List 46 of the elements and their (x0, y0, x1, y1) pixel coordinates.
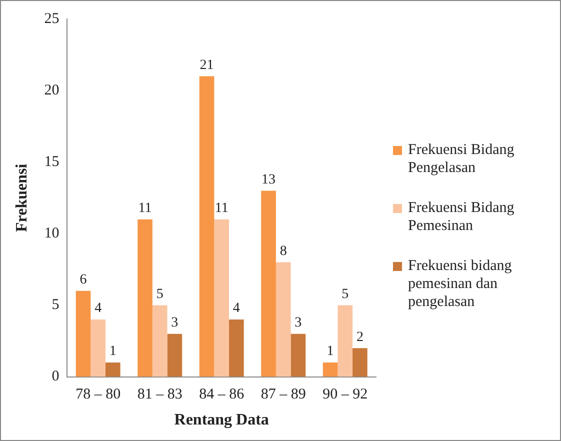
x-tick-label: 81 – 83 (137, 386, 182, 403)
y-axis-title: Frekuensi (14, 163, 31, 232)
y-tick-label: 5 (52, 297, 60, 314)
data-label: 1 (326, 344, 334, 360)
bar (105, 362, 120, 377)
bar (290, 334, 306, 377)
y-tick-label: 10 (44, 226, 60, 242)
x-tick-label: 78 – 80 (76, 386, 121, 403)
y-tick-label: 20 (44, 82, 60, 98)
bar (322, 362, 338, 377)
data-label: 21 (200, 58, 214, 73)
bar (138, 219, 152, 377)
data-label: 8 (280, 244, 287, 259)
y-tick-label: 25 (44, 10, 60, 27)
bar (229, 320, 244, 377)
bar (76, 290, 91, 377)
data-label: 11 (214, 201, 228, 216)
data-label: 2 (356, 330, 364, 345)
x-axis-title: Rentang Data (174, 412, 269, 429)
data-label: 5 (342, 286, 349, 302)
data-label: 11 (138, 201, 152, 216)
data-label: 4 (94, 301, 102, 316)
bar (338, 305, 353, 377)
data-label: 13 (262, 172, 276, 188)
y-tick-label: 15 (44, 154, 60, 170)
data-label: 3 (294, 316, 302, 331)
data-label: 5 (156, 286, 164, 302)
legend-label: Frekuensi bidang pemesinan dan pengelasan (408, 257, 513, 311)
bar (214, 219, 230, 377)
bar (152, 305, 168, 377)
legend-label: Frekuensi Bidang Pemesinan (408, 199, 516, 235)
y-tick-label: 0 (52, 368, 60, 385)
bar (199, 76, 214, 377)
x-tick-label: 90 – 92 (322, 386, 368, 403)
bar (276, 262, 291, 377)
data-label: 4 (232, 301, 240, 316)
x-tick-label: 84 – 86 (199, 386, 245, 403)
bar (261, 190, 276, 377)
legend-label: Frekuensi Bidang Pengelasan (408, 141, 516, 177)
x-tick-label: 87 – 89 (260, 386, 306, 403)
bar (167, 334, 182, 377)
data-label: 6 (80, 272, 87, 288)
bar (90, 320, 106, 377)
data-label: 1 (109, 344, 116, 360)
bar (352, 348, 368, 377)
data-label: 3 (171, 316, 178, 331)
